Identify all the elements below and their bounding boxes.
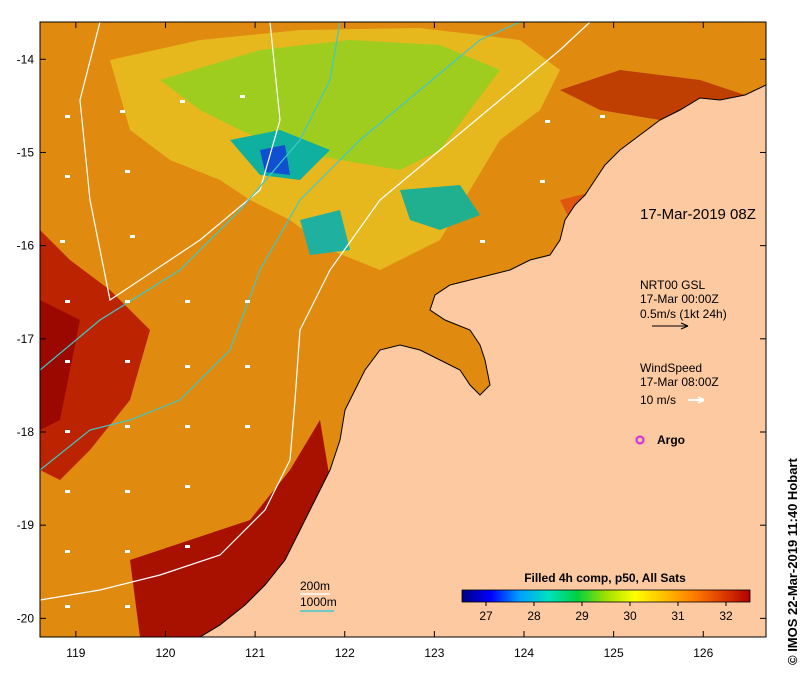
lon-tick-label: 125 — [604, 646, 624, 660]
colorbar — [461, 589, 751, 603]
sea-hot-north — [560, 70, 760, 180]
isobath-200m — [40, 22, 591, 601]
argo-marker-icon — [635, 435, 645, 445]
lon-tick-label: 122 — [335, 646, 355, 660]
wind-scale: 10 m/s — [640, 393, 676, 407]
lon-tick-label: 120 — [155, 646, 175, 660]
lat-tick-label: -16 — [17, 239, 35, 253]
current-arrow-icon — [652, 322, 689, 330]
lat-tick-label: -19 — [17, 518, 35, 532]
sea-hot-west — [40, 230, 150, 480]
isobath-1000m-label: 1000m — [300, 595, 337, 609]
colorbar-tick-label: 28 — [527, 609, 541, 623]
lon-tick-label: 123 — [424, 646, 444, 660]
isobath-1000m — [40, 22, 521, 471]
lat-tick-label: -17 — [17, 332, 35, 346]
timestamp-label: 17-Mar-2019 08Z — [640, 206, 756, 223]
lon-tick-label: 124 — [514, 646, 534, 660]
colorbar-tick-label: 32 — [719, 609, 733, 623]
colorbar-title: Filled 4h comp, p50, All Sats — [524, 571, 686, 585]
lat-tick-label: -15 — [17, 145, 35, 159]
lon-tick-label: 126 — [693, 646, 713, 660]
current-time: 17-Mar 00:00Z — [640, 292, 719, 306]
lat-tick-label: -20 — [17, 611, 35, 625]
colorbar-tick-label: 30 — [623, 609, 637, 623]
sea-cold-patch-3 — [300, 210, 350, 255]
latitude-axis: -14 -15 -16 -17 -18 -19 -20 — [17, 52, 766, 625]
wind-title: WindSpeed — [640, 361, 702, 375]
argo-label: Argo — [657, 433, 685, 447]
colorbar-tick-label: 31 — [671, 609, 685, 623]
lat-tick-label: -18 — [17, 425, 35, 439]
colorbar-tick-label: 29 — [575, 609, 589, 623]
current-scale: 0.5m/s (1kt 24h) — [640, 307, 727, 321]
credit-label: © IMOS 22-Mar-2019 11:40 Hobart — [785, 458, 800, 665]
colorbar-ticks: 27 28 29 30 31 32 — [479, 602, 733, 623]
colorbar-tick-label: 27 — [479, 609, 493, 623]
isobath-1000m-west — [40, 22, 341, 371]
lat-tick-label: -14 — [17, 52, 35, 66]
wind-arrow-icon — [688, 396, 705, 404]
sea-hot-south — [130, 420, 330, 637]
sea-hot-west-core — [40, 300, 80, 430]
sea-cold-core — [260, 145, 290, 175]
wind-vectors — [60, 95, 605, 608]
isobath-200m-label: 200m — [300, 579, 330, 593]
map-canvas[interactable] — [40, 22, 766, 637]
current-title: NRT00 GSL — [640, 278, 705, 292]
plot-frame — [39, 21, 767, 638]
land-mass — [199, 84, 766, 637]
sea-cold-patch-2 — [400, 185, 480, 230]
longitude-axis: 119 120 121 122 123 124 125 126 — [66, 22, 714, 660]
lon-tick-label: 121 — [245, 646, 265, 660]
lon-tick-label: 119 — [66, 646, 85, 660]
wind-time: 17-Mar 08:00Z — [640, 375, 719, 389]
sea-cooler-zone — [160, 40, 500, 170]
isobath-200m-west — [79, 22, 281, 301]
